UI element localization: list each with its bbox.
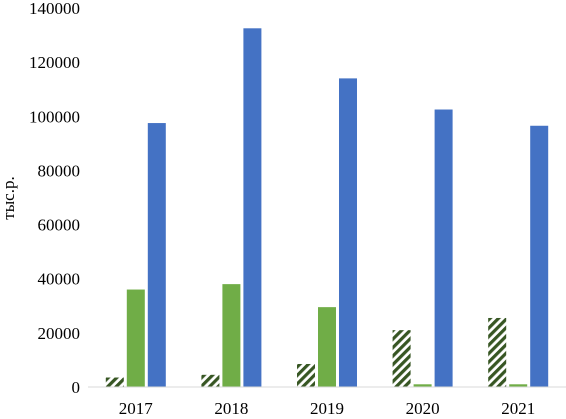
x-axis-ticks: 2017 2018 2019 2020 2021 — [119, 399, 535, 418]
bar-series-1-2019 — [297, 363, 315, 387]
x-tick-label: 2017 — [119, 399, 154, 418]
x-tick-label: 2020 — [406, 399, 440, 418]
bar-series-2-2021 — [509, 384, 528, 387]
y-tick-label: 140000 — [29, 0, 80, 18]
bar-series-3-2017 — [147, 123, 166, 387]
bar-series-3-2020 — [434, 109, 453, 388]
bar-series-1-2021 — [488, 317, 507, 387]
bar-series-2-2018 — [222, 284, 241, 387]
x-tick-label: 2019 — [310, 399, 344, 418]
bar-series-2-2019 — [318, 307, 336, 387]
y-axis-title-group: тыс.р. — [0, 176, 18, 219]
y-tick-label: 120000 — [29, 53, 80, 72]
y-tick-label: 40000 — [38, 270, 81, 289]
y-tick-label: 80000 — [38, 161, 81, 180]
x-tick-label: 2021 — [501, 399, 535, 418]
bar-series-1-2018 — [201, 374, 220, 387]
y-tick-label: 100000 — [29, 107, 80, 126]
bar-series-1-2017 — [105, 377, 124, 387]
y-tick-label: 20000 — [38, 324, 81, 343]
bar-series-1-2020 — [392, 330, 411, 387]
bar-series-3-2019 — [339, 78, 357, 387]
x-tick-label: 2018 — [214, 399, 248, 418]
y-axis-title: тыс.р. — [0, 176, 18, 219]
bar-series-2-2020 — [413, 384, 432, 387]
bars — [105, 28, 549, 388]
y-axis-ticks: 0 20000 40000 60000 80000 100000 120000 140000 — [29, 0, 80, 397]
bar-series-2-2017 — [126, 289, 145, 387]
bar-series-3-2018 — [243, 28, 262, 388]
y-tick-label: 60000 — [38, 216, 81, 235]
y-tick-label: 0 — [72, 378, 81, 397]
bar-series-3-2021 — [530, 125, 549, 387]
